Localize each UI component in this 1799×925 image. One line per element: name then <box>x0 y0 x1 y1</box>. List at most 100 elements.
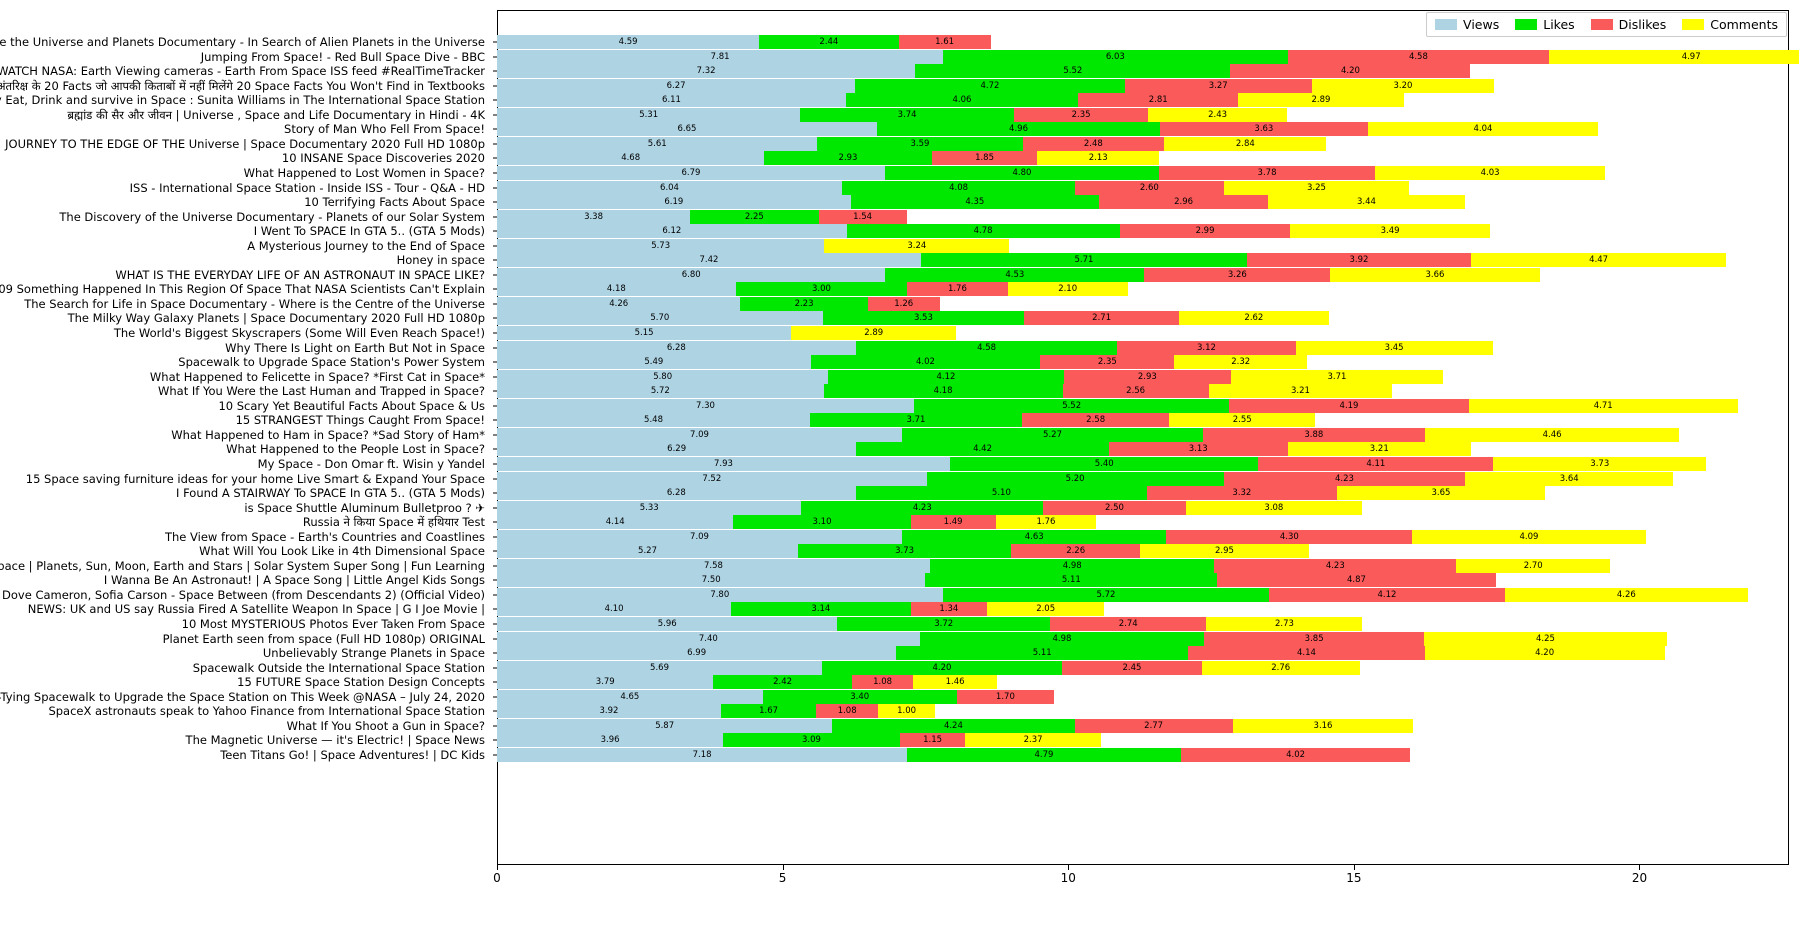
bar-segment-comments: 4.26 <box>1504 587 1748 602</box>
bar-segment-views: 6.28 <box>497 340 856 355</box>
bar-segment-dislikes: 4.87 <box>1217 573 1496 588</box>
y-axis-tick-mark <box>493 56 497 58</box>
bar-segment-views: 7.52 <box>497 471 927 486</box>
bar-segment-views: 6.19 <box>497 195 851 210</box>
y-axis-tick-mark <box>493 288 497 290</box>
y-axis-tick-mark <box>493 303 497 305</box>
bar-row: StoryBots Outer Space | Planets, Sun, Mo… <box>0 558 1788 573</box>
bar-segment-likes: 2.42 <box>713 675 852 690</box>
bar-segment-value-label: 2.26 <box>1066 546 1086 557</box>
bar-segment-comments: 4.71 <box>1468 398 1738 413</box>
bar-segment-comments: 3.20 <box>1311 78 1495 93</box>
y-axis-tick-label: A Record-Tying Spacewalk to Upgrade the … <box>0 689 485 704</box>
bar-segment-dislikes: 2.60 <box>1075 180 1224 195</box>
bar-segment-views: 5.61 <box>497 136 818 151</box>
bar-segment-likes: 3.73 <box>798 544 1012 559</box>
bar-segment-value-label: 3.00 <box>811 284 831 295</box>
bar-segment-value-label: 5.20 <box>1065 473 1085 484</box>
bar-segment-dislikes: 1.76 <box>907 282 1008 297</box>
bar-row: A Record-Tying Spacewalk to Upgrade the … <box>0 689 1788 704</box>
bar-segment-value-label: 1.26 <box>894 298 914 309</box>
bar-segment-views: 7.30 <box>497 398 914 413</box>
bar-segment-likes: 4.58 <box>855 340 1118 355</box>
bar-row: 15 Space saving furniture ideas for your… <box>26 471 1788 486</box>
bar-segment-value-label: 6.12 <box>662 226 682 237</box>
bar-segment-dislikes: 3.27 <box>1124 78 1312 93</box>
bar-segment-value-label: 4.25 <box>1536 633 1555 644</box>
legend-item-dislikes[interactable]: Dislikes <box>1590 17 1666 32</box>
bar-segment-value-label: 4.03 <box>1480 167 1500 178</box>
bar-segment-views: 7.09 <box>497 427 902 442</box>
bar-segment-dislikes: 4.11 <box>1258 456 1494 471</box>
bar-segment-value-label: 4.30 <box>1279 531 1299 542</box>
y-axis-tick-label: My Space - Don Omar ft. Wisin y Yandel <box>257 456 485 471</box>
bar-row: 10 Terrifying Facts About Space 6.19 4.35 2… <box>304 195 1788 210</box>
y-axis-tick-mark <box>493 550 497 552</box>
bar-segment-value-label: 3.92 <box>599 706 619 717</box>
bar-segment-dislikes: 2.56 <box>1062 384 1209 399</box>
bar-segment-value-label: 4.47 <box>1589 255 1609 266</box>
bar-segment-likes: 3.14 <box>731 602 911 617</box>
bar-segment-likes: 4.98 <box>919 631 1205 646</box>
bar-segment-comments: 4.25 <box>1424 631 1667 646</box>
y-axis-tick-label: WATCH NASA: Earth Viewing cameras - Eart… <box>0 64 485 79</box>
bar-segment-value-label: 4.09 <box>1519 531 1539 542</box>
bar-row: WHAT IS THE EVERYDAY LIFE OF AN ASTRONAU… <box>115 267 1788 282</box>
y-axis-tick-mark <box>493 172 497 174</box>
y-axis-tick-mark <box>493 521 497 523</box>
bar-segment-dislikes: 4.30 <box>1166 529 1413 544</box>
bar-segment-value-label: 4.11 <box>1366 458 1386 469</box>
bar-segment-dislikes: 3.63 <box>1160 122 1368 137</box>
bar-segment-dislikes: 1.49 <box>910 515 996 530</box>
bar-segment-dislikes: 1.85 <box>931 151 1038 166</box>
bar-segment-views: 6.27 <box>497 78 856 93</box>
bar-segment-value-label: 2.13 <box>1088 153 1108 164</box>
y-axis-tick-label: What If You Shoot a Gun in Space? <box>286 718 485 733</box>
bar-segment-value-label: 2.60 <box>1139 182 1159 193</box>
bar-segment-value-label: 3.13 <box>1188 444 1208 455</box>
bar-segment-value-label: 3.08 <box>1264 502 1284 513</box>
y-axis-tick-mark <box>493 128 497 130</box>
bar-segment-likes: 3.40 <box>762 689 957 704</box>
bar-segment-comments: 3.21 <box>1208 384 1393 399</box>
bar-segment-value-label: 7.40 <box>698 633 718 644</box>
bar-segment-views: 7.80 <box>497 587 943 602</box>
bar-segment-value-label: 2.32 <box>1231 357 1251 368</box>
y-axis-tick-mark <box>493 696 497 698</box>
bar-segment-likes: 4.08 <box>842 180 1076 195</box>
y-axis-tick-mark <box>493 434 497 436</box>
bar-segment-value-label: 5.27 <box>1043 429 1062 440</box>
bar-segment-value-label: 4.58 <box>1408 51 1428 62</box>
bar-segment-dislikes: 2.26 <box>1011 544 1141 559</box>
bar-segment-value-label: 1.70 <box>995 691 1015 702</box>
bar-segment-value-label: 5.27 <box>638 546 657 557</box>
legend-item-comments[interactable]: Comments <box>1682 17 1778 32</box>
bar-segment-value-label: 4.98 <box>1062 560 1082 571</box>
bar-segment-comments: 2.55 <box>1169 413 1315 428</box>
bar-segment-value-label: 1.67 <box>759 706 779 717</box>
bar-segment-comments: 2.73 <box>1206 617 1363 631</box>
bar-segment-value-label: 2.96 <box>1174 197 1194 208</box>
bar-segment-value-label: 4.18 <box>606 284 626 295</box>
bar-segment-likes: 4.72 <box>855 78 1125 93</box>
bar-segment-value-label: 7.30 <box>696 400 715 411</box>
bar-row: The Magnetic Universe — it's Electric! |… <box>186 733 1788 748</box>
legend-item-views[interactable]: Views <box>1435 17 1499 32</box>
bar-segment-likes: 2.25 <box>690 209 819 224</box>
bar-segment-value-label: 3.21 <box>1369 444 1389 455</box>
bar-segment-views: 7.81 <box>497 49 944 64</box>
legend-item-likes[interactable]: Likes <box>1515 17 1575 32</box>
bar-segment-value-label: 5.69 <box>650 662 669 673</box>
y-axis-tick-label: What Happened to the People Lost in Spac… <box>226 442 485 457</box>
legend-swatch-icon <box>1682 19 1705 30</box>
bar-segment-value-label: 5.71 <box>1074 255 1094 266</box>
bar-segment-value-label: 3.96 <box>600 735 620 746</box>
bar-segment-value-label: 5.70 <box>650 313 670 324</box>
y-axis-tick-label: The Search for Life in Space Documentary… <box>24 296 485 311</box>
y-axis-tick-mark <box>493 536 497 538</box>
bar-segment-views: 6.12 <box>497 224 847 239</box>
bar-segment-value-label: 4.78 <box>973 226 993 237</box>
y-axis-tick-label: Planet Earth seen from space (Full HD 10… <box>162 631 485 646</box>
bar-segment-value-label: 5.11 <box>1061 575 1081 586</box>
bar-segment-views: 5.96 <box>497 617 838 631</box>
